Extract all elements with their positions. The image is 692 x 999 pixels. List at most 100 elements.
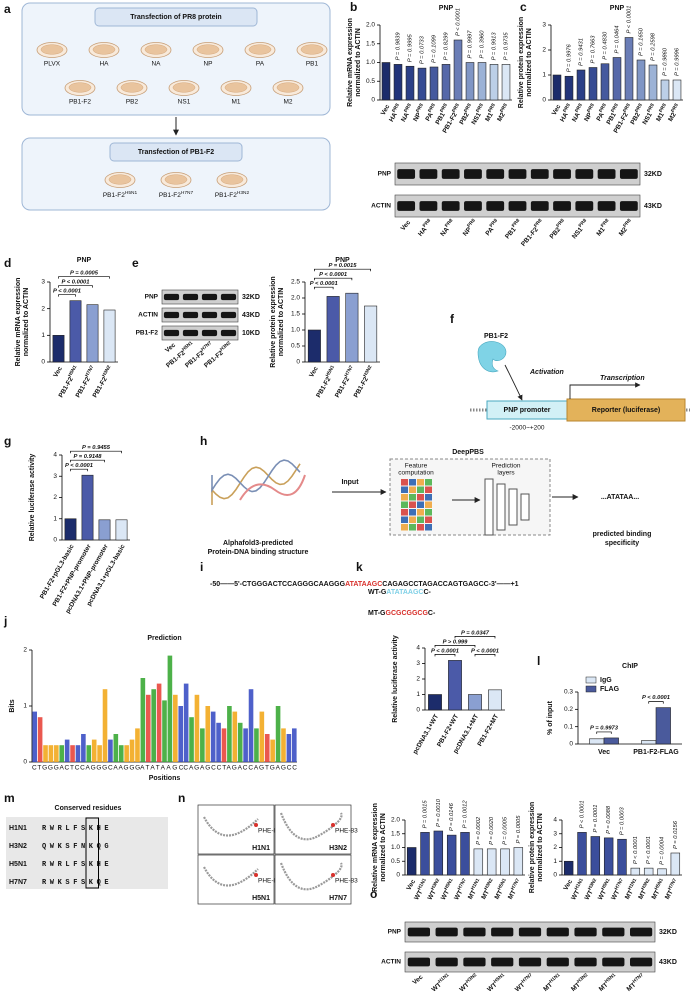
p-value: P = 0.0156	[673, 820, 679, 849]
layer	[484, 478, 494, 536]
label-sup: PR8	[475, 102, 485, 113]
blot-band	[619, 201, 638, 211]
blot-size-label: 32KD	[644, 171, 662, 178]
legend-swatch	[585, 676, 597, 684]
blot-row-label: ACTIN	[138, 312, 158, 319]
logo-letter	[221, 728, 227, 762]
x-tick-label: Vec	[308, 365, 320, 379]
label-sup: H3N2	[587, 877, 598, 891]
blot-row-label: PNP	[145, 294, 159, 301]
logo-letter	[113, 734, 119, 762]
bracket	[58, 294, 76, 297]
lane-label: NS1PR8	[569, 217, 590, 240]
label-base: MT	[625, 981, 637, 992]
logo-letter	[97, 745, 102, 762]
p-value: P = 0.9455	[82, 445, 111, 451]
bar	[428, 694, 442, 711]
logo-letter	[200, 728, 205, 762]
bar	[513, 847, 524, 876]
label-sup: PR8	[444, 217, 455, 228]
panel-letter: c	[520, 0, 527, 14]
label-sup: H7N7	[510, 877, 521, 891]
bar	[576, 69, 586, 101]
chart-title: PNP	[610, 5, 625, 12]
logo-letter	[286, 734, 292, 762]
layer	[508, 488, 518, 526]
p-value: P < 0.0001	[310, 281, 338, 287]
label-base: Vec	[380, 103, 392, 117]
bar	[381, 62, 391, 101]
dish-label: HA	[99, 61, 109, 68]
feature-cell	[425, 479, 432, 486]
blot-band	[597, 169, 616, 179]
x-tick-label: HAPR8	[557, 102, 574, 123]
dish-cells	[224, 82, 248, 93]
table-title: Conserved residues	[55, 805, 122, 812]
label-sup: PR8	[488, 217, 499, 228]
label-base: PA	[595, 111, 605, 122]
strain-label: H5N1	[252, 895, 270, 902]
label-base: NA	[439, 226, 451, 238]
bar	[564, 75, 574, 101]
logo-letter	[167, 655, 173, 762]
strain-label: H3N2	[329, 845, 347, 852]
x-tick-label: Vec	[551, 103, 563, 117]
blot-band	[435, 927, 458, 937]
blot-band	[397, 201, 416, 211]
x-tick-label: PAPR8	[594, 102, 611, 122]
feature-cell	[401, 501, 408, 508]
bar	[489, 64, 499, 101]
p-value: P < 0.0001	[633, 836, 639, 864]
label-base: Vec	[405, 878, 417, 892]
y-axis-label: Bits	[9, 699, 16, 712]
x-tick-label: MTH7N7	[505, 877, 524, 901]
y-axis-label: normalized to ACTIN	[526, 28, 533, 97]
y-tick-label: 0	[396, 872, 400, 879]
label-base: PB2	[629, 111, 642, 126]
label-base: PB1-F2	[352, 376, 369, 399]
bar	[446, 834, 457, 876]
residues: RWKSFSKQE	[42, 879, 112, 887]
panel-letter: f	[450, 312, 455, 326]
x-tick-label: M2PR8	[494, 102, 511, 123]
label-base: MT	[493, 889, 504, 901]
label-sup: PR8	[600, 217, 611, 228]
logo-letter	[259, 711, 265, 762]
blot-band	[182, 311, 199, 319]
bar	[577, 832, 587, 876]
bar	[486, 848, 497, 876]
bar	[448, 660, 462, 711]
label-sup: H3N2	[465, 972, 479, 985]
range-label: -2000~+200	[509, 425, 544, 432]
bracket	[434, 645, 476, 648]
x-tick-label: M1PR8	[653, 102, 670, 123]
bar	[660, 79, 670, 101]
x-tick-label: WTH3N2	[582, 877, 601, 901]
logo-letter	[189, 717, 194, 762]
p-value: P = 0.1099	[432, 34, 438, 63]
p-value: P = 0.0088	[606, 805, 612, 834]
blot-band	[630, 957, 653, 967]
label-sup: H5N1	[496, 877, 507, 891]
residue-marker	[331, 823, 335, 827]
feature-cell	[425, 501, 432, 508]
label-base: MT	[664, 889, 675, 901]
panel-letter: a	[4, 2, 11, 16]
blot-band	[220, 329, 237, 337]
structure-label: Alphafold3-predicted	[223, 540, 293, 547]
dish-label: NA	[151, 61, 161, 68]
logo-letter	[64, 739, 70, 762]
row-label: H1N1	[9, 825, 27, 832]
p-value: P < 0.0001	[65, 463, 93, 469]
x-tick-label: Vec	[405, 878, 417, 892]
label-sup: PR8	[487, 102, 497, 113]
logo-letter	[32, 711, 38, 762]
y-tick-label: 0	[542, 97, 546, 104]
y-tick-label: 1	[553, 858, 557, 865]
blot-band	[518, 957, 542, 967]
promoter-sequence: -50——5'-CTGGGACTCCAGGGCAAGGGATATAAGCCAGA…	[210, 581, 519, 588]
label-base: M2	[618, 226, 629, 238]
label-sup: H1N1	[627, 877, 638, 891]
p-value: P = 0.9839	[396, 32, 402, 61]
feature-cell	[409, 494, 416, 501]
